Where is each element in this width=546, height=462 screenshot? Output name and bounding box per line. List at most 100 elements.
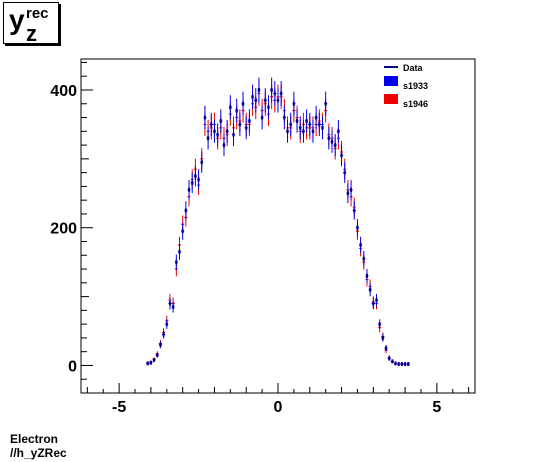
data-marks [146, 77, 410, 367]
data-point [397, 362, 400, 367]
data-point [356, 225, 359, 230]
data-point [184, 208, 187, 213]
data-point [273, 91, 276, 96]
data-point [378, 322, 381, 327]
data-point [305, 118, 308, 123]
data-point [394, 361, 397, 366]
data-point [388, 356, 391, 361]
data-point [159, 342, 162, 347]
data-point [257, 87, 260, 92]
data-point [146, 361, 149, 366]
data-point [178, 249, 181, 254]
legend-label-s1946: s1946 [403, 99, 428, 109]
data-point [321, 125, 324, 130]
data-point [254, 98, 257, 103]
data-point [245, 125, 248, 130]
plot-frame [80, 58, 476, 394]
data-point [207, 136, 210, 141]
title-main: y [9, 4, 25, 35]
data-point [292, 101, 295, 106]
data-point [168, 301, 171, 306]
data-point [264, 98, 267, 103]
data-point [200, 160, 203, 165]
data-point [229, 105, 232, 110]
data-point [369, 287, 372, 292]
data-point [213, 129, 216, 134]
footer-particle-label: Electron [10, 432, 59, 446]
data-point [343, 170, 346, 175]
legend-label-data: Data [403, 63, 424, 73]
data-point [302, 129, 305, 134]
data-point [311, 129, 314, 134]
data-point [156, 353, 159, 358]
data-point [165, 322, 168, 327]
x-tick-label: 0 [274, 399, 283, 416]
data-point [327, 136, 330, 141]
data-point [251, 94, 254, 99]
data-point [203, 115, 206, 120]
data-point [299, 125, 302, 130]
data-point [365, 273, 368, 278]
data-point [191, 180, 194, 185]
data-point [280, 91, 283, 96]
data-point [172, 304, 175, 309]
data-point [219, 118, 222, 123]
data-point [400, 362, 403, 367]
data-point [308, 122, 311, 127]
data-point [404, 362, 407, 367]
data-point [181, 229, 184, 234]
data-point [372, 301, 375, 306]
legend-swatch-s1933 [384, 76, 398, 86]
data-point [235, 108, 238, 113]
data-point [331, 139, 334, 144]
data-point [226, 129, 229, 134]
footer-histogram-path: //h_yZRec [10, 446, 67, 460]
data-point [385, 346, 388, 351]
data-point [216, 132, 219, 137]
y-tick-label: 400 [50, 83, 77, 100]
data-point [175, 260, 178, 265]
data-point [346, 191, 349, 196]
data-point [153, 357, 156, 362]
data-point [324, 101, 327, 106]
data-point [334, 143, 337, 148]
y-tick-label: 0 [68, 358, 77, 375]
x-tick-label: 5 [432, 399, 441, 416]
data-point [188, 187, 191, 192]
data-point [353, 208, 356, 213]
data-point [270, 87, 273, 92]
title-superscript: rec [26, 5, 49, 22]
data-point [340, 153, 343, 158]
data-point [362, 256, 365, 261]
data-point [277, 98, 279, 103]
legend: Data s1933 s1946 [384, 63, 428, 109]
data-point [222, 143, 225, 148]
legend-swatch-s1946 [384, 94, 398, 104]
data-point [210, 122, 213, 127]
data-point [296, 118, 299, 123]
data-point [375, 298, 378, 303]
data-point [318, 122, 321, 127]
data-point [286, 129, 289, 134]
data-point [337, 129, 340, 134]
data-point [149, 360, 152, 365]
data-point [194, 174, 197, 179]
data-point [391, 359, 394, 364]
data-point [267, 105, 270, 110]
data-point [359, 242, 362, 247]
data-point [261, 115, 264, 120]
data-point [350, 187, 353, 192]
data-point [315, 115, 318, 120]
x-tick-label: -5 [112, 399, 126, 416]
data-point [381, 335, 384, 340]
title-subscript: z [26, 21, 37, 46]
y-tick-label: 200 [50, 221, 77, 238]
legend-label-s1933: s1933 [403, 81, 428, 91]
data-point [197, 177, 200, 182]
histogram-title-box: y rec z [3, 2, 59, 46]
data-point [242, 101, 245, 106]
data-point [162, 332, 165, 337]
axis-ticks: -5 0 5 0 200 400 [50, 61, 470, 416]
data-point [238, 122, 241, 127]
